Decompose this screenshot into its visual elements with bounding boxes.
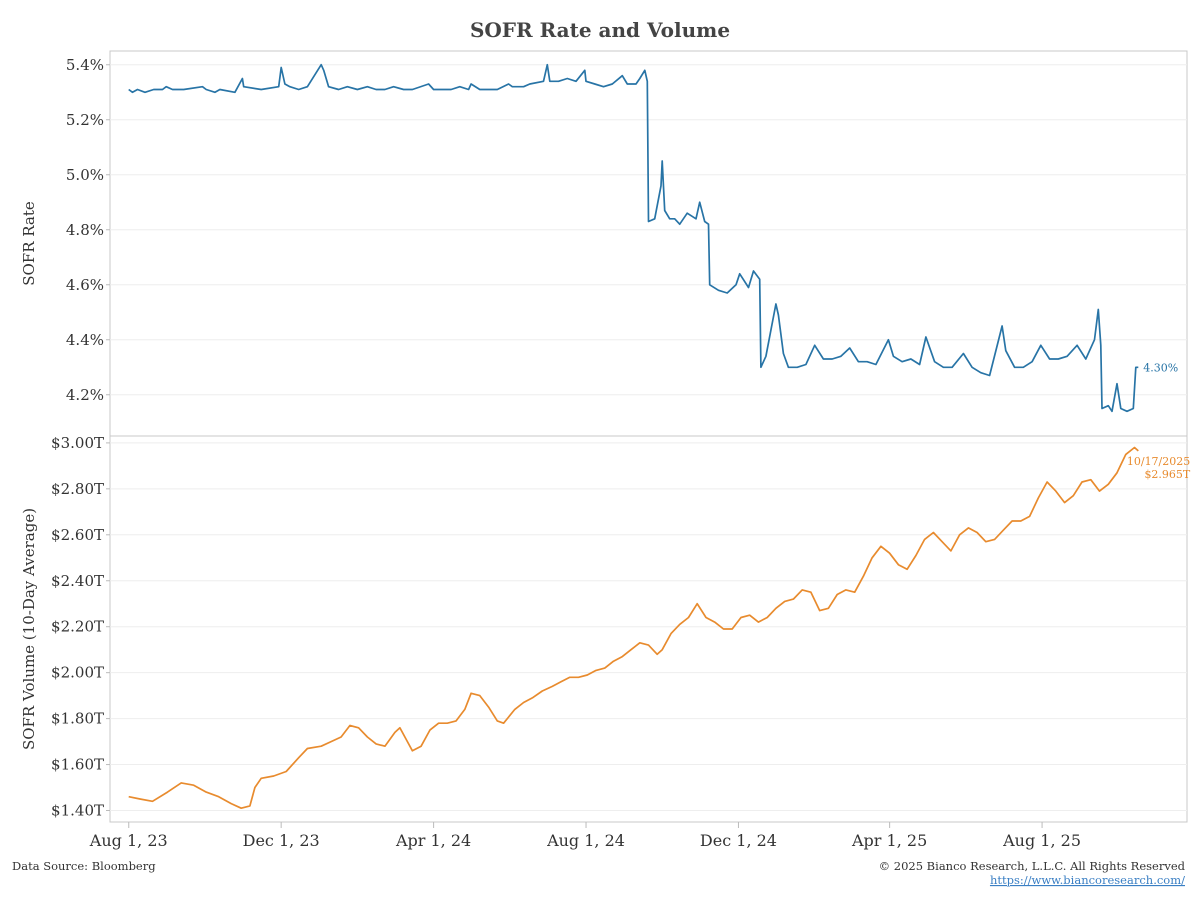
rate-y-axis-label: SOFR Rate: [20, 201, 38, 286]
copyright-note: © 2025 Bianco Research, L.L.C. All Right…: [879, 859, 1186, 873]
rate-panel-frame: [109, 50, 1188, 437]
rate-y-tick-label: 4.8%: [66, 221, 104, 239]
volume-series-line: [128, 446, 1139, 810]
rate-panel: 4.2% 4.4% 4.6% 4.8% 5.0% 5.2% 5.4% SOFR Rate 4.3…: [20, 50, 1188, 437]
volume-last-date-label: 10/17/2025: [1127, 455, 1190, 468]
rate-series-line: [128, 63, 1139, 413]
volume-y-tick-label: $2.80T: [51, 480, 104, 498]
x-tick-label: Apr 1, 25: [851, 831, 927, 850]
volume-y-axis-label: SOFR Volume (10-Day Average): [20, 508, 38, 750]
x-tick-label: Dec 1, 24: [700, 831, 777, 850]
volume-y-tick-label: $2.40T: [51, 572, 104, 590]
rate-y-tick-label: 5.4%: [66, 56, 104, 74]
chart-title: SOFR Rate and Volume: [470, 18, 730, 42]
volume-y-tick-label: $1.60T: [51, 756, 104, 774]
volume-y-tick-label: $1.40T: [51, 802, 104, 820]
x-axis: Aug 1, 23 Dec 1, 23 Apr 1, 24 Aug 1, 24 Dec …: [89, 822, 1081, 850]
x-tick-label: Aug 1, 25: [1002, 831, 1081, 850]
volume-last-value-label: $2.965T: [1144, 468, 1190, 481]
rate-y-tick-label: 4.6%: [66, 276, 104, 294]
data-source-note: Data Source: Bloomberg: [12, 859, 156, 873]
rate-y-tick-label: 5.0%: [66, 166, 104, 184]
rate-y-tick-label: 4.4%: [66, 331, 104, 349]
volume-panel-frame: [109, 435, 1188, 823]
volume-y-tick-label: $1.80T: [51, 710, 104, 728]
volume-y-tick-label: $2.60T: [51, 526, 104, 544]
x-tick-label: Aug 1, 23: [89, 831, 168, 850]
rate-last-value-label: 4.30%: [1143, 361, 1178, 374]
x-tick-label: Dec 1, 23: [243, 831, 320, 850]
rate-y-tick-label: 5.2%: [66, 111, 104, 129]
x-tick-label: Aug 1, 24: [546, 831, 625, 850]
rate-y-tick-label: 4.2%: [66, 386, 104, 404]
volume-panel: $1.40T $1.60T $1.80T $2.00T $2.20T $2.40T $2.6…: [20, 434, 1191, 823]
website-link[interactable]: https://www.biancoresearch.com/: [990, 873, 1185, 887]
volume-y-tick-label: $2.00T: [51, 664, 104, 682]
volume-y-tick-label: $2.20T: [51, 618, 104, 636]
x-tick-label: Apr 1, 24: [395, 831, 471, 850]
volume-y-tick-label: $3.00T: [51, 434, 104, 452]
